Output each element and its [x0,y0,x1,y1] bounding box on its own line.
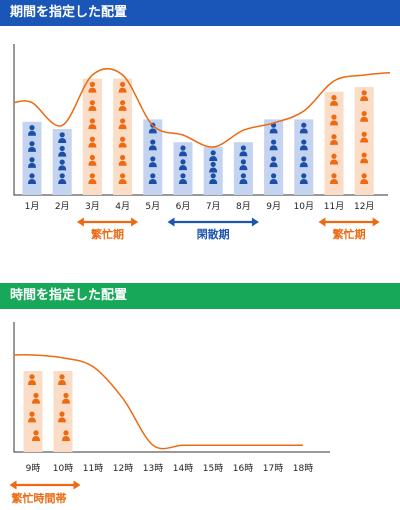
tick-label: 4月 [115,201,130,212]
person-icon [58,411,66,423]
person-icon [148,173,157,184]
person-icon [360,152,369,164]
person-icon [118,173,127,184]
person-icon [179,173,187,184]
person-icon [330,134,338,145]
period-label: 繁忙時間帯 [11,491,67,505]
person-icon [118,136,127,148]
person-icon [360,131,369,143]
tick-label: 5月 [145,201,160,212]
tick-label: 11月 [324,201,344,212]
person-icon [118,81,127,93]
tick-label: 10時 [53,463,73,474]
tick-label: 12時 [113,463,133,474]
person-icon [360,173,369,184]
tick-label: 18時 [293,463,313,474]
person-icon [88,154,97,166]
person-icon [88,173,97,184]
tick-label: 11時 [83,463,103,474]
person-icon [299,139,308,151]
tick-label: 6月 [176,201,191,212]
person-icon [32,392,40,404]
tick-label: 9時 [26,463,41,474]
person-icon [62,392,70,404]
person-icon [209,161,218,173]
period-label: 繁忙期 [90,227,124,241]
person-icon [330,173,338,184]
tick-label: 7月 [206,201,221,212]
person-icon [88,118,97,130]
section-header-time: 時間を指定した配置 [0,283,400,309]
person-icon [28,157,36,168]
person-icon [88,136,97,148]
demand-curve [13,354,303,450]
person-icon [58,159,67,171]
person-icon [118,154,127,166]
period-label: 繁忙期 [332,227,366,241]
person-icon [62,430,70,441]
person-icon [269,139,278,151]
person-icon [32,430,40,441]
period-arrow [9,480,81,490]
axis-frame [13,44,388,196]
period-arrow [167,217,259,227]
person-icon [148,156,157,168]
tick-label: 2月 [55,201,70,212]
tick-label: 17時 [263,463,283,474]
tick-label: 3月 [85,201,100,212]
person-icon [360,90,369,101]
section-header-period: 期間を指定した配置 [0,0,400,26]
person-icon [330,153,338,165]
tick-label: 16時 [233,463,253,474]
tick-label: 1月 [25,201,40,212]
person-icon [179,159,187,171]
person-icon [28,411,36,423]
person-icon [88,81,97,93]
period-arrow [318,217,380,227]
person-icon [330,95,338,106]
tick-label: 9月 [266,201,281,212]
person-icon [299,122,308,134]
person-icon [28,374,36,385]
demand-curve [13,67,391,148]
period-label: 閑散期 [197,227,230,241]
person-icon [269,156,278,168]
section-title-period: 期間を指定した配置 [10,5,128,20]
tick-label: 12月 [354,201,374,212]
person-icon [239,145,248,157]
person-icon [148,139,157,151]
tick-label: 13時 [143,463,163,474]
person-icon [28,125,36,136]
tick-label: 14時 [173,463,193,474]
person-icon [88,100,97,111]
person-icon [299,156,308,168]
person-icon [118,118,127,130]
person-icon [118,100,127,111]
tick-label: 10月 [294,201,314,212]
person-icon [299,173,308,184]
axis-frame [13,322,330,453]
tick-label: 8月 [236,201,251,212]
person-icon [209,173,218,184]
person-icon [58,374,66,385]
person-icon [209,150,218,161]
person-icon [28,141,36,152]
person-icon [239,173,248,184]
person-icon [269,173,278,184]
person-icon [239,159,248,171]
person-icon [28,173,36,184]
person-icon [360,110,369,122]
person-icon [58,173,67,184]
person-icon [58,145,67,157]
person-icon [330,114,338,126]
tick-label: 15時 [203,463,223,474]
section-title-time: 時間を指定した配置 [10,288,128,303]
person-icon [179,145,187,157]
person-icon [58,132,67,143]
period-arrow [76,217,139,227]
